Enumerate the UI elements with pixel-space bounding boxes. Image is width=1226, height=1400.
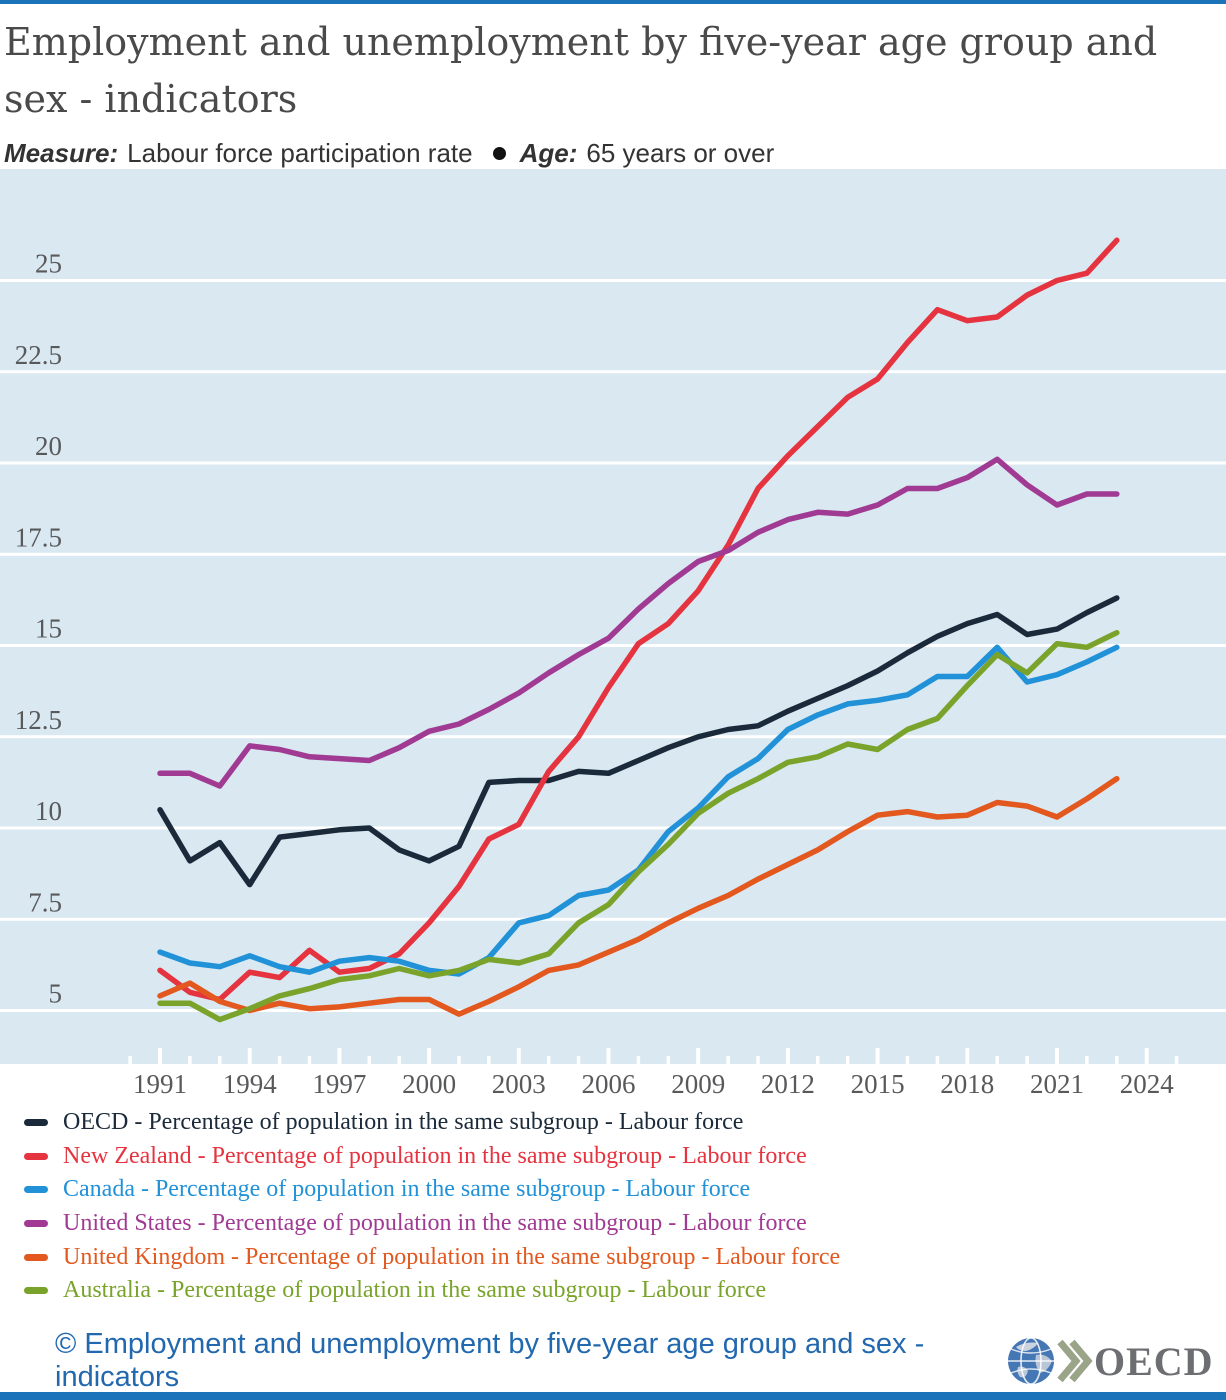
x-tick-label: 2018 [940, 1069, 994, 1099]
series-line-united-kingdom [157, 775, 1120, 1017]
age-label: Age: [519, 138, 578, 168]
x-tick-label: 2003 [492, 1069, 546, 1099]
legend-swatch-icon [24, 1220, 48, 1228]
y-tick-label: 22.5 [15, 340, 62, 370]
line-chart: 5 7.5 10 12.5 15 17.5 20 22.5 25 1991 1994 1997 2000… [0, 169, 1226, 1099]
copyright-text: © Employment and unemployment by five-ye… [55, 1328, 925, 1393]
legend-label: New Zealand - Percentage of population i… [63, 1142, 807, 1169]
legend-item-new-zealand[interactable]: New Zealand - Percentage of population i… [24, 1140, 1226, 1174]
series-line-new-zealand [157, 237, 1120, 1003]
bullet-separator-icon [492, 147, 506, 160]
globe-icon [1008, 1337, 1054, 1385]
top-accent-bar [0, 0, 1226, 4]
y-tick-label: 17.5 [15, 522, 62, 552]
x-tick-label: 1991 [133, 1069, 187, 1099]
plot-background [0, 169, 1226, 1064]
legend-item-united-states[interactable]: United States - Percentage of population… [24, 1207, 1226, 1241]
y-tick-label: 10 [35, 796, 62, 826]
measure-value: Labour force participation rate [127, 138, 473, 168]
series-line-united-states [157, 456, 1120, 789]
series-line-australia [157, 629, 1120, 1023]
y-tick-label: 5 [49, 979, 63, 1009]
chart-legend: OECD - Percentage of population in the s… [0, 1106, 1226, 1308]
y-tick-label: 7.5 [28, 887, 62, 917]
y-tick-label: 25 [35, 249, 62, 279]
legend-item-australia[interactable]: Australia - Percentage of population in … [24, 1274, 1226, 1308]
measure-label: Measure: [4, 138, 119, 168]
y-tick-label: 15 [35, 614, 62, 644]
x-tick-label: 2006 [582, 1069, 636, 1099]
legend-swatch-icon [24, 1287, 48, 1295]
x-tick-label: 2024 [1120, 1069, 1175, 1099]
legend-swatch-icon [24, 1186, 48, 1194]
legend-label: Australia - Percentage of population in … [63, 1277, 767, 1304]
bottom-accent-bar [0, 1392, 1226, 1400]
y-tick-label: 20 [35, 431, 62, 461]
header: Employment and unemployment by five-year… [0, 4, 1226, 169]
legend-label: United Kingdom - Percentage of populatio… [63, 1243, 841, 1270]
chart-subtitle: Measure: Labour force participation rate… [4, 138, 1210, 169]
legend-item-canada[interactable]: Canada - Percentage of population in the… [24, 1173, 1226, 1207]
legend-item-united-kingdom[interactable]: United Kingdom - Percentage of populatio… [24, 1240, 1226, 1274]
oecd-wordmark: OECD [1094, 1339, 1214, 1384]
age-value: 65 years or over [586, 138, 775, 168]
legend-swatch-icon [24, 1119, 48, 1127]
x-tick-label: 2000 [402, 1069, 456, 1099]
x-tick-label: 2012 [761, 1069, 815, 1099]
x-tick-label: 2009 [671, 1069, 725, 1099]
x-tick-label: 2015 [851, 1069, 905, 1099]
x-tick-label: 1994 [223, 1069, 278, 1099]
x-tick-label: 2021 [1030, 1069, 1084, 1099]
oecd-logo-graphic: OECD [1008, 1337, 1214, 1385]
oecd-chevrons-icon [1057, 1339, 1093, 1383]
legend-swatch-icon [24, 1152, 48, 1160]
legend-item-oecd[interactable]: OECD - Percentage of population in the s… [24, 1106, 1226, 1140]
legend-swatch-icon [24, 1253, 48, 1261]
legend-label: OECD - Percentage of population in the s… [63, 1109, 744, 1136]
legend-label: Canada - Percentage of population in the… [63, 1176, 751, 1203]
page-title: Employment and unemployment by five-year… [4, 20, 1158, 121]
footer: © Employment and unemployment by five-ye… [0, 1328, 1226, 1393]
x-tick-label: 1997 [312, 1069, 366, 1099]
legend-label: United States - Percentage of population… [63, 1210, 807, 1237]
oecd-logo: OECD [1006, 1335, 1216, 1387]
series-line-oecd [157, 595, 1120, 888]
y-tick-label: 12.5 [15, 705, 62, 735]
